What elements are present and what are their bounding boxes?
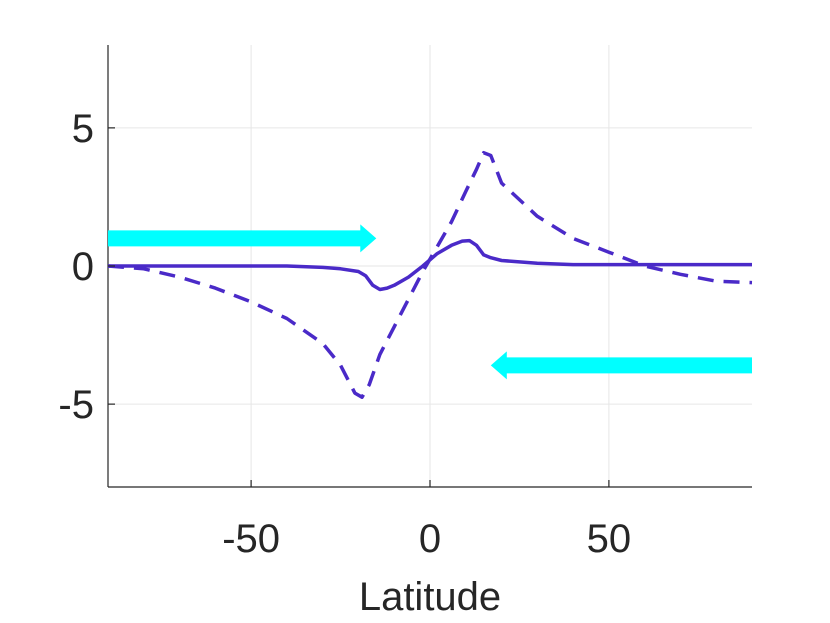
dashed-series-line (107, 150, 753, 399)
series-lines (107, 150, 753, 399)
solid-series-line (108, 238, 752, 292)
y-tick-label: 5 (72, 107, 94, 151)
arrows (108, 224, 752, 380)
tick-labels: -50 0 50-505 (58, 107, 631, 561)
x-axis-label: Latitude (359, 575, 501, 619)
x-tick-label: 0 (419, 517, 441, 561)
y-tick-label: -5 (58, 383, 94, 427)
arrow-left (490, 351, 752, 380)
x-tick-label: -50 (222, 517, 280, 561)
y-tick-label: 0 (72, 245, 94, 289)
x-tick-label: 50 (587, 517, 632, 561)
arrow-right (108, 224, 377, 253)
